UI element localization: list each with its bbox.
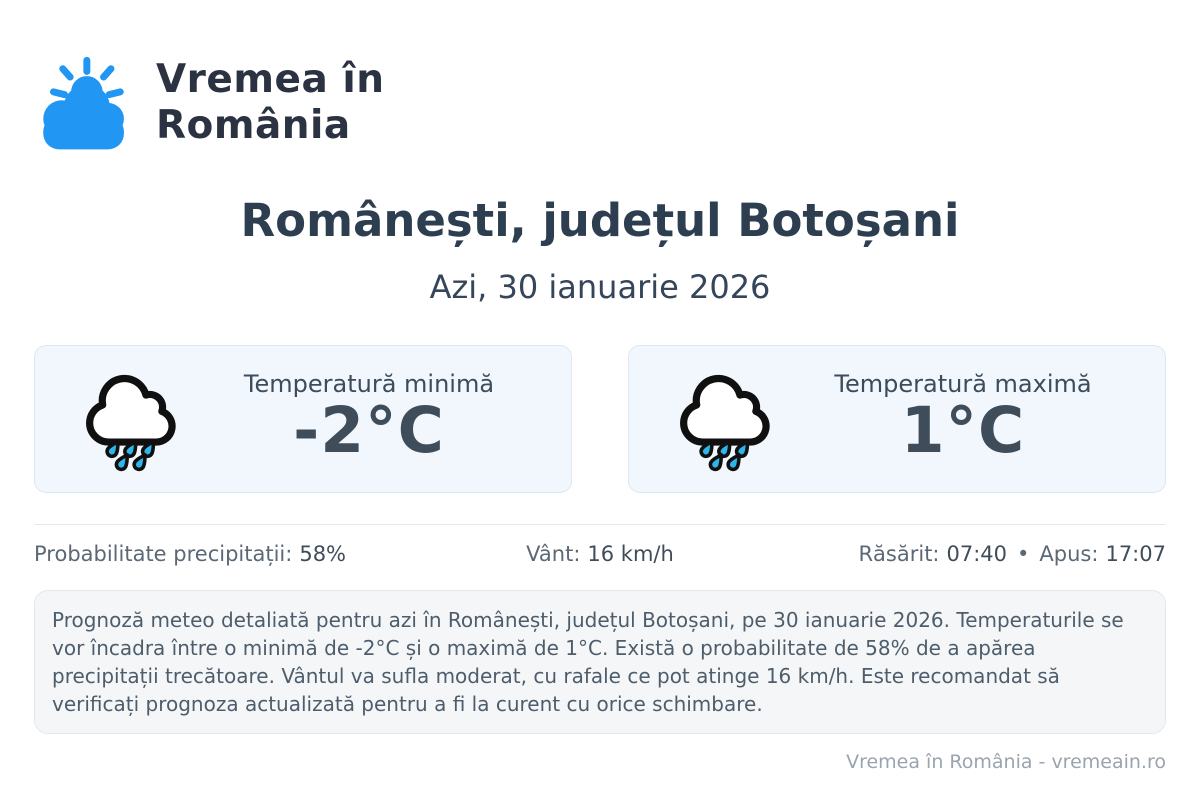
sunrise-label: Răsărit: [858,542,940,566]
precipitation-stat: Probabilitate precipitații: 58% [34,542,411,566]
max-temperature-body: Temperatură maximă 1°C [781,370,1145,464]
min-temperature-label: Temperatură minimă [243,369,495,398]
wind-label: Vânt: [526,542,581,566]
sunrise-value: 07:40 [946,542,1008,566]
site-credit: Vremea în România - vremeain.ro [846,751,1166,773]
forecast-text: Prognoză meteo detaliată pentru azi în R… [52,608,1124,716]
precipitation-label: Probabilitate precipitații: [34,542,293,566]
min-temperature-body: Temperatură minimă -2°C [187,370,551,464]
max-temperature-card: Temperatură maximă 1°C [628,345,1166,493]
precipitation-value: 58% [299,542,347,566]
date-subtitle: Azi, 30 ianuarie 2026 [429,268,771,306]
sunset-label: Apus: [1039,542,1099,566]
temperature-cards: Temperatură minimă -2°C Temperatură maxi… [34,345,1166,493]
forecast-box: Prognoză meteo detaliată pentru azi în R… [34,590,1166,734]
rain-cloud-icon [680,374,770,472]
sun-times-stat: Răsărit: 07:40 • Apus: 17:07 [789,542,1166,566]
min-temperature-value: -2°C [293,393,445,467]
stats-row: Probabilitate precipitații: 58% Vânt: 16 k… [34,542,1166,566]
max-temperature-value: 1°C [900,393,1026,467]
rain-cloud-icon [86,374,176,472]
weather-page: Vremea în România Românești, județul Bot… [34,0,1166,773]
min-temperature-card: Temperatură minimă -2°C [34,345,572,493]
site-footer: Vremea în România - vremeain.ro [34,751,1166,773]
brand-name-line2: România [156,103,351,148]
sunset-value: 17:07 [1105,542,1166,566]
brand-header: Vremea în România [34,52,1166,154]
page-title: Românești, județul Botoșani [240,194,960,247]
dot-separator: • [1017,542,1030,566]
wind-value: 16 km/h [587,542,674,566]
sun-behind-cloud-icon [43,56,124,150]
wind-stat: Vânt: 16 km/h [411,542,788,566]
stats-divider [34,524,1166,525]
brand-name-line1: Vremea în [156,57,385,103]
brand-name: Vremea în România [156,57,384,148]
max-temperature-label: Temperatură maximă [834,369,1092,398]
